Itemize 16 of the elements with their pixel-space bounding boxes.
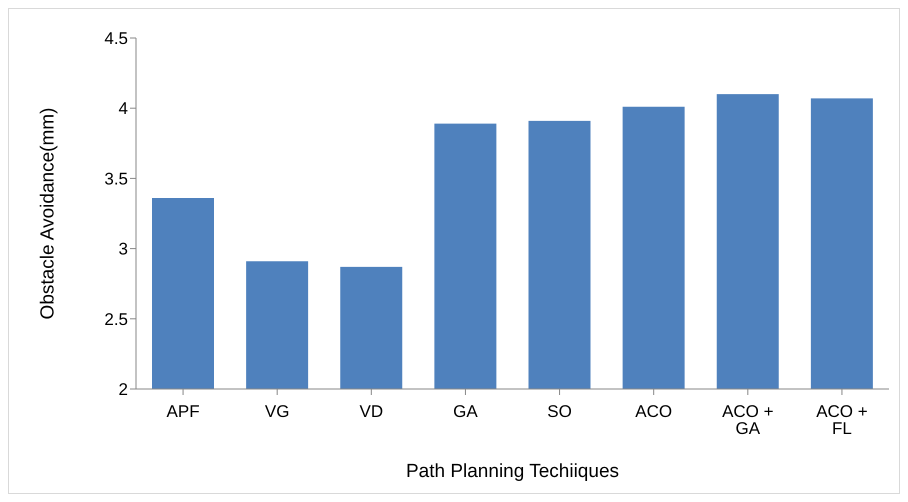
y-tick-label: 3 (118, 240, 128, 259)
x-axis-title: Path Planning Techiiques (406, 461, 620, 482)
y-axis-title: Obstacle Avoidance(mm) (38, 108, 59, 320)
x-tick-label: SO (547, 402, 572, 422)
y-tick-label: 4 (118, 99, 128, 118)
y-tick-label: 3.5 (104, 169, 128, 188)
x-tick-label: ACO + GA (722, 402, 774, 438)
y-tick-label: 2.5 (104, 310, 128, 329)
x-tick-label: APF (166, 402, 200, 422)
x-tick-label: ACO + FL (816, 402, 868, 438)
y-tick-label: 2 (118, 380, 128, 400)
x-tick-label: VG (264, 402, 290, 422)
x-tick-label: GA (453, 402, 478, 422)
x-tick-label: VD (360, 402, 384, 422)
x-tick-label: ACO (635, 402, 672, 422)
y-tick-label: 4.5 (104, 29, 128, 48)
